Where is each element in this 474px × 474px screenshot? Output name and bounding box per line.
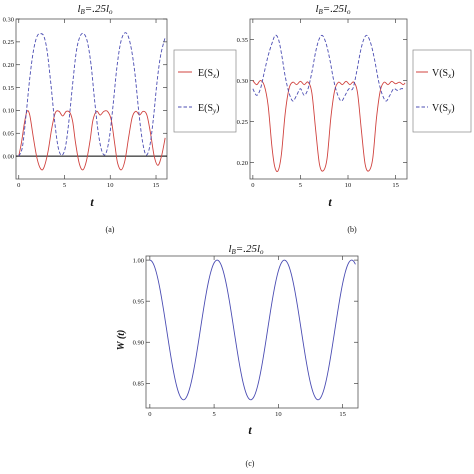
panel-a-series: [16, 32, 167, 171]
panel-c-series: [149, 259, 356, 401]
panel-b-series-sy: [252, 34, 406, 102]
panel-c-title-l: l: [228, 243, 231, 255]
panel-a-series-sx: [18, 110, 166, 171]
panel-c-frame: [145, 255, 359, 409]
panel-c-caption: (c): [246, 459, 255, 468]
panel-a-legend-label-sy: E(Sy): [198, 103, 219, 115]
panel-a-y-tick-label: 0.10: [3, 108, 14, 115]
panel-c-y-tick-label: 1.00: [133, 257, 144, 264]
panel-b-legend-sx-close: ): [451, 68, 454, 79]
panel-a-title-rest: =.25l: [85, 3, 109, 15]
panel-a-caption: (a): [106, 225, 115, 234]
panel-a-legend-sx-close: ): [216, 68, 219, 79]
panel-c-title-sub-b: B: [232, 248, 237, 256]
panel-a-legend-sy-main: E(S: [198, 103, 213, 114]
panel-b-legend-label-sy: V(Sy): [432, 103, 455, 115]
panel-a-x-tick-label: 0: [17, 182, 20, 189]
panel-a-legend: E(Sx) E(Sy): [173, 49, 237, 133]
panel-b-x-label: t: [328, 195, 332, 209]
panel-a-series-sy: [18, 32, 166, 157]
panel-a-y-tick-label: 0.20: [3, 62, 14, 69]
panel-a-legend-sy-sub: y: [212, 107, 217, 115]
panel-b-x-tick-label: 0: [251, 182, 254, 189]
panel-c-x-label: t: [248, 423, 252, 437]
panel-a-y-tick-label: 0.15: [3, 85, 14, 92]
panel-c-x-tick-label: 10: [275, 411, 282, 418]
panel-a-x-tick-label: 15: [153, 182, 160, 189]
panel-a-x-tick-label: 5: [63, 182, 66, 189]
panel-b-title: lB=.25lo: [315, 3, 351, 16]
panel-a-legend-sx-sub: x: [212, 72, 217, 80]
panel-b-y-tick-label: 0.25: [237, 119, 248, 126]
panel-b-legend-sx-sub: x: [447, 72, 452, 80]
panel-a: lB=.25lo 0.00 0.05 0.10 0.15 0.20 0.25 0.30 0 5…: [3, 3, 237, 234]
panel-a-y-tick-label: 0.25: [3, 39, 14, 46]
panel-b-legend-label-sx: V(Sx): [432, 68, 455, 80]
panel-b-title-sub-o: o: [347, 8, 351, 16]
panel-b-caption: (b): [347, 225, 357, 234]
panel-b-series: [252, 34, 406, 173]
panel-b-legend-sy-main: V(S: [432, 103, 448, 114]
panel-c-title-rest: =.25l: [236, 243, 260, 255]
panel-c-y-tick-label: 0.95: [133, 298, 144, 305]
panel-a-y-tick-label: 0.30: [3, 16, 14, 23]
panel-a-y-tick-label: 0.05: [3, 131, 14, 138]
panel-b-x-tick-label: 10: [345, 182, 352, 189]
panel-c-title-sub-o: o: [260, 248, 264, 256]
panel-b-x-tick-label: 5: [299, 182, 302, 189]
panel-b: lB=.25lo 0.20 0.25 0.30 0.35 0 5 10 15 t (b) V…: [237, 3, 472, 234]
panel-b-y-ticks: 0.20 0.25 0.30 0.35: [237, 37, 407, 167]
panel-a-y-tick-label: 0.00: [3, 153, 14, 160]
panel-b-legend: V(Sx) V(Sy): [412, 49, 472, 133]
panel-b-x-ticks: 0 5 10 15: [251, 19, 399, 189]
panel-a-x-label: t: [90, 195, 94, 209]
panel-b-y-tick-label: 0.20: [237, 160, 248, 167]
panel-c-title: lB=.25lo: [228, 243, 264, 256]
panel-c-x-tick-label: 15: [339, 411, 346, 418]
panel-c-x-tick-label: 5: [212, 411, 215, 418]
panel-b-title-l: l: [315, 3, 318, 15]
panel-b-title-rest: =.25l: [323, 3, 347, 15]
panel-a-title-l: l: [77, 3, 80, 15]
panel-b-frame: [249, 18, 408, 180]
panel-b-legend-sy-close: ): [451, 103, 454, 114]
panel-c-y-label: W (t): [116, 330, 127, 351]
panel-b-y-tick-label: 0.35: [237, 37, 248, 44]
panel-a-title-sub-b: B: [81, 8, 86, 16]
panel-b-x-tick-label: 15: [392, 182, 399, 189]
panel-a-legend-box: [173, 49, 237, 133]
panel-a-title: lB=.25lo: [77, 3, 113, 16]
panel-b-title-sub-b: B: [319, 8, 324, 16]
panel-c: lB=.25lo 0.85 0.90 0.95 1.00 0 5 10 15 W (t) t…: [116, 243, 359, 468]
panel-a-legend-sy-close: ): [216, 103, 219, 114]
panel-c-series-sx: [149, 259, 356, 401]
panel-b-legend-sy-sub: y: [447, 107, 452, 115]
panel-a-legend-sx-main: E(S: [198, 68, 213, 79]
panel-a-x-tick-label: 10: [107, 182, 114, 189]
panel-c-y-tick-label: 0.85: [133, 381, 144, 388]
panel-b-y-tick-label: 0.30: [237, 78, 248, 85]
panel-a-title-sub-o: o: [109, 8, 113, 16]
panel-b-legend-sx-main: V(S: [432, 68, 448, 79]
panel-c-y-ticks: 0.85 0.90 0.95 1.00: [133, 257, 358, 388]
panel-a-legend-label-sx: E(Sx): [198, 68, 219, 80]
panel-a-frame: [15, 18, 168, 180]
panel-b-legend-box: [412, 49, 472, 133]
panel-c-y-tick-label: 0.90: [133, 340, 144, 347]
panel-c-x-tick-label: 0: [148, 411, 151, 418]
panel-a-y-ticks: 0.00 0.05 0.10 0.15 0.20 0.25 0.30: [3, 16, 167, 160]
panel-a-x-ticks: 0 5 10 15: [17, 19, 159, 189]
panel-c-x-ticks: 0 5 10 15: [148, 256, 346, 418]
